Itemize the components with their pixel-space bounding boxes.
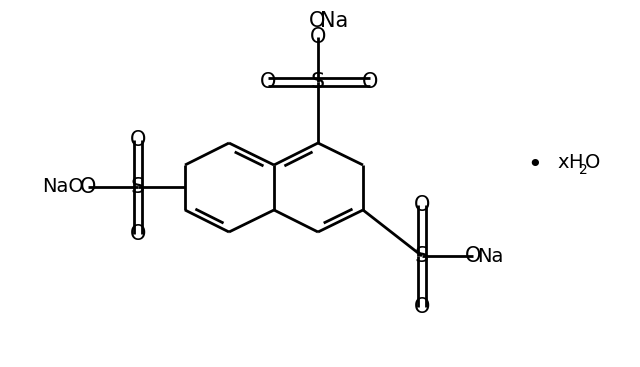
Text: O: O (309, 11, 325, 31)
Text: Na: Na (477, 247, 504, 265)
Text: •: • (527, 153, 542, 177)
Text: O: O (414, 195, 430, 215)
Text: O: O (80, 177, 96, 197)
Text: O: O (260, 72, 276, 92)
Text: H: H (568, 153, 582, 172)
Text: O: O (130, 130, 146, 150)
Text: O: O (310, 27, 326, 47)
Text: S: S (415, 246, 429, 266)
Text: S: S (131, 177, 145, 197)
Text: NaO: NaO (42, 178, 84, 196)
Text: 2: 2 (579, 163, 588, 177)
Text: Na: Na (320, 11, 348, 31)
Text: O: O (585, 153, 600, 172)
Text: O: O (465, 246, 481, 266)
Text: O: O (130, 224, 146, 244)
Text: S: S (311, 72, 325, 92)
Text: O: O (414, 297, 430, 317)
Text: O: O (362, 72, 378, 92)
Text: x: x (557, 153, 568, 172)
